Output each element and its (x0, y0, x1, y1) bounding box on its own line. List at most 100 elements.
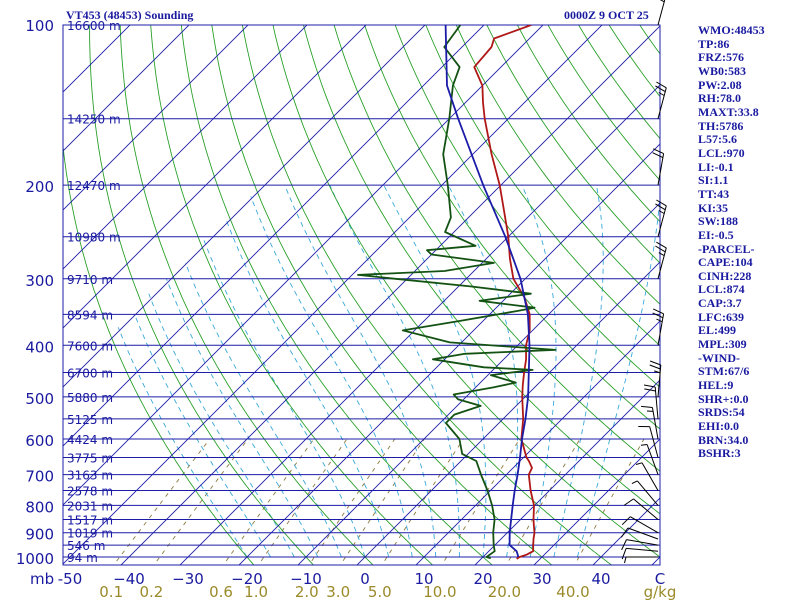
wind-barb (621, 516, 659, 534)
wind-barb-staff (657, 313, 665, 346)
dry-adiabat-line (119, 25, 374, 565)
height-label: 10980 m (67, 231, 121, 245)
temperature-tick-label: 0 (360, 570, 370, 588)
station-title: VT453 (48453) Sounding (66, 8, 194, 22)
wind-barb-flag (655, 245, 666, 253)
sounding-index: -WIND- (698, 350, 740, 365)
height-label: 3163 m (67, 469, 113, 483)
sounding-index: LCL:874 (698, 282, 745, 297)
isotherm-line (63, 25, 603, 565)
mixing-ratio-line (113, 438, 211, 565)
wind-barb-flag (652, 148, 664, 155)
dry-adiabat-line (150, 25, 434, 565)
mixing-ratio-line (153, 438, 249, 565)
wind-barb (623, 498, 659, 520)
height-label: 546 m (67, 539, 105, 553)
sounding-index: BRN:34.0 (698, 432, 749, 447)
moist-adiabat-line (117, 327, 248, 558)
sounding-traces (357, 25, 557, 560)
mixing-ratio-label: 0.6 (209, 583, 233, 600)
mixing-ratio-line (339, 438, 425, 565)
moist-adiabat-line (576, 191, 660, 558)
height-label: 1019 m (67, 527, 113, 541)
mixing-ratio-labels: 0.1 0.2 0.6 1.0 2.0 3.0 5.0 10.0 20.0 40.0 g/kg (99, 583, 676, 600)
wind-barb-flag (621, 539, 627, 551)
sounding-index: MAXT:33.8 (698, 104, 759, 119)
wind-barb (620, 527, 659, 540)
sounding-index: KI:35 (698, 200, 728, 215)
moist-adiabat-line (250, 196, 413, 558)
isotherm-line (533, 438, 660, 565)
wind-barb-staff (657, 87, 667, 119)
temperature-trace (473, 25, 536, 560)
dry-adiabat-line (89, 25, 315, 565)
height-label: 6700 m (67, 367, 113, 381)
wind-barb-staff (646, 444, 659, 475)
wind-barb (652, 308, 665, 346)
sounding-index: L57:5.6 (698, 132, 737, 147)
sounding-index: SI:1.1 (698, 173, 729, 188)
sounding-time: 0000Z 9 OCT 25 (564, 8, 649, 22)
wind-barb-flag (649, 364, 661, 370)
pressure-tick-label: 1000 (16, 550, 54, 568)
grid-lines (63, 13, 800, 568)
wind-barb-half-flag (631, 480, 638, 485)
pressure-tick-label: 500 (25, 390, 54, 408)
moist-adiabat-line (148, 293, 295, 558)
isotherm-line (415, 320, 660, 565)
sounding-index: SW:188 (698, 214, 739, 229)
isotherm-line (63, 25, 308, 270)
wind-barb-staff (633, 498, 659, 520)
wind-barb (635, 462, 659, 491)
isotherm-line (297, 202, 660, 565)
sounding-index: MPL:309 (698, 337, 747, 352)
sounding-index: LCL:970 (698, 145, 745, 160)
sounding-index: BSHR:3 (698, 446, 741, 461)
wind-barb-staff (657, 153, 665, 186)
wind-barb-staff (651, 407, 659, 440)
wind-barb-flag (644, 388, 656, 392)
sounding-index: HEL:9 (698, 378, 734, 393)
isotherm-line (63, 25, 367, 329)
dry-adiabat-line (63, 142, 255, 565)
wind-barb (652, 148, 665, 186)
height-label: 5125 m (67, 413, 113, 427)
wind-barb-staff (627, 527, 659, 540)
isotherm-line (63, 25, 249, 211)
mixing-ratio-label: 20.0 (488, 583, 521, 600)
dry-adiabat-line (333, 25, 660, 472)
dry-adiabat-line (782, 13, 800, 568)
height-label: 1517 m (67, 514, 113, 528)
wind-barb (640, 444, 659, 475)
isotherm-line (356, 261, 660, 565)
isotherm-line (592, 497, 660, 565)
temperature-tick-label: -50 (58, 570, 83, 588)
dry-adiabat-line (364, 25, 660, 430)
sounding-index: EL:499 (698, 323, 737, 338)
temperature-tick-labels: mb -50 −40 −30 −20 −10 0 10 20 30 40 C (30, 570, 665, 588)
wind-barb-half-flag (658, 92, 665, 96)
height-label: 9710 m (67, 273, 113, 287)
sounding-index: CINH:228 (698, 268, 752, 283)
pressure-tick-label: 900 (25, 526, 54, 544)
isotherm-line (63, 25, 544, 506)
wind-barb-flag (655, 203, 666, 211)
wind-barb-flag (656, 199, 667, 207)
temperature-tick-label: −20 (231, 570, 263, 588)
wind-barb-flag (652, 152, 664, 159)
temperature-tick-label: 40 (591, 570, 610, 588)
temperature-tick-label: −10 (290, 570, 322, 588)
sounding-index: LI:-0.1 (698, 159, 734, 174)
temperature-tick-label: −40 (113, 570, 145, 588)
pressure-axis-unit: mb (30, 570, 54, 588)
sounding-index: SHR+:0.0 (698, 391, 749, 406)
pressure-tick-label: 300 (25, 272, 54, 290)
dewpoint-trace (357, 25, 557, 560)
sounding-index: FRZ:576 (698, 50, 744, 65)
wind-barb (641, 405, 659, 440)
wind-barb-flag (623, 498, 634, 506)
height-label: 7600 m (67, 339, 113, 353)
mixing-ratio-label: 2.0 (295, 583, 319, 600)
dry-adiabat-line (394, 25, 660, 388)
